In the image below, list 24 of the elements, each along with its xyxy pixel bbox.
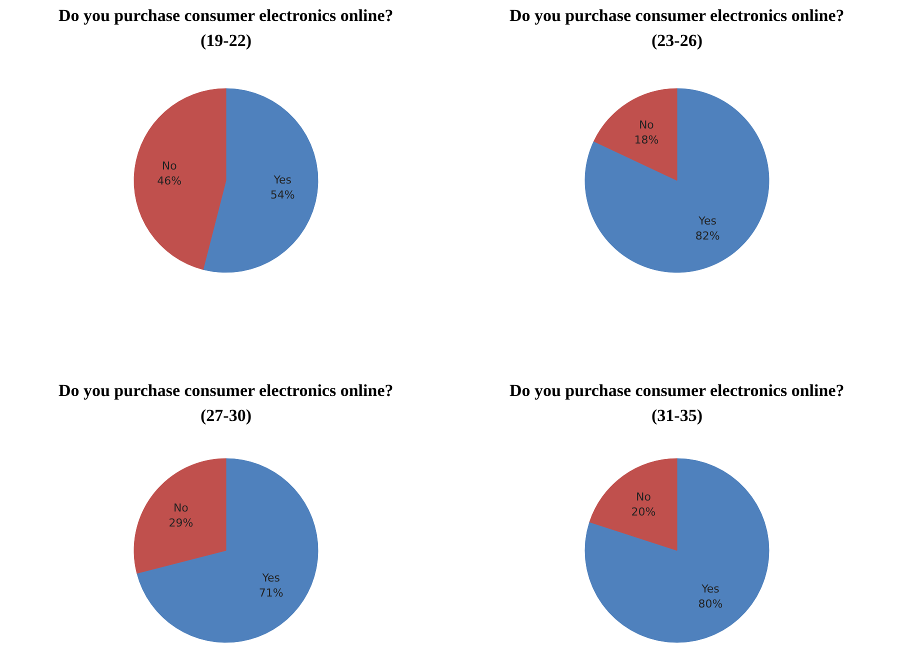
chart-subtitle: (27-30) [200, 406, 252, 425]
data-label: 20% [631, 505, 656, 518]
chart-title: Do you purchase consumer electronics online? [509, 381, 844, 400]
data-label: 80% [698, 598, 723, 611]
slice-label: Yes [272, 174, 292, 187]
chart-title: Do you purchase consumer electronics online? [509, 6, 844, 25]
slice-label: No [636, 490, 652, 504]
data-label: 54% [270, 188, 295, 202]
chart-subtitle: (31-35) [652, 406, 702, 425]
data-label: 82% [695, 230, 720, 243]
chart-subtitle: (23-26) [652, 31, 702, 50]
chart-subtitle: (19-22) [200, 31, 252, 50]
data-label: 29% [168, 516, 194, 530]
chart-title: Do you purchase consumer electronics online? [58, 6, 394, 25]
data-label: 71% [258, 586, 284, 600]
slice-label: Yes [698, 214, 717, 228]
slice-label: Yes [700, 582, 720, 596]
slice-label: No [173, 502, 189, 515]
slice-label: No [162, 159, 178, 172]
data-label: 18% [634, 133, 659, 146]
slice-label: No [638, 118, 654, 132]
data-label: 46% [157, 174, 182, 188]
slice-label: Yes [261, 571, 280, 584]
chart-title: Do you purchase consumer electronics online? [58, 381, 394, 400]
